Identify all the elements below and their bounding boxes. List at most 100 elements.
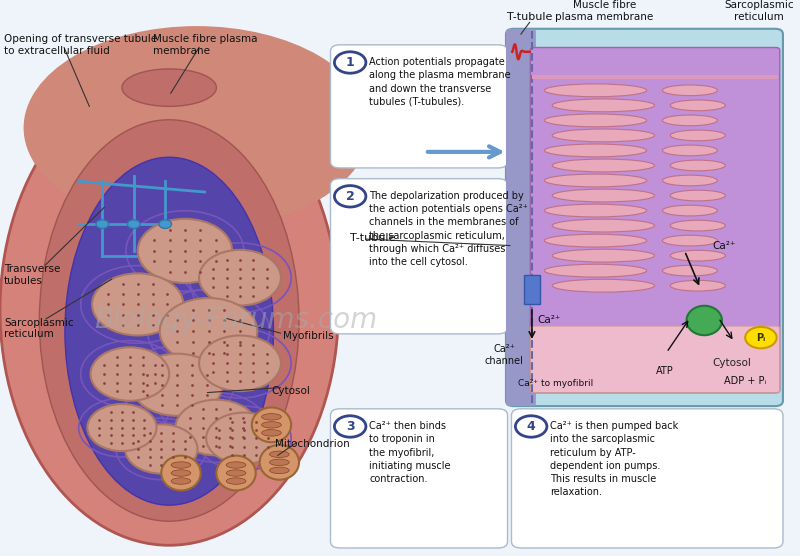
- Text: Biology-Forums.com: Biology-Forums.com: [94, 306, 378, 335]
- Ellipse shape: [552, 219, 654, 232]
- Text: Sarcoplasmic
reticulum: Sarcoplasmic reticulum: [725, 0, 794, 22]
- Ellipse shape: [270, 459, 289, 465]
- Text: 1: 1: [346, 56, 354, 69]
- Circle shape: [131, 354, 222, 416]
- Ellipse shape: [262, 430, 282, 436]
- Circle shape: [334, 416, 366, 437]
- Ellipse shape: [226, 462, 246, 468]
- Ellipse shape: [0, 75, 338, 545]
- Text: Opening of transverse tubule
to extracellular fluid: Opening of transverse tubule to extracel…: [4, 34, 157, 56]
- Text: ATP: ATP: [656, 366, 674, 376]
- Ellipse shape: [552, 129, 654, 142]
- Ellipse shape: [670, 250, 726, 261]
- Ellipse shape: [670, 160, 726, 171]
- Ellipse shape: [670, 190, 726, 201]
- Ellipse shape: [670, 130, 726, 141]
- Ellipse shape: [262, 421, 282, 428]
- Ellipse shape: [662, 235, 718, 246]
- Ellipse shape: [662, 175, 718, 186]
- FancyBboxPatch shape: [530, 326, 780, 393]
- Circle shape: [206, 413, 282, 464]
- Text: Transverse
tubules: Transverse tubules: [4, 264, 60, 286]
- Circle shape: [745, 327, 777, 348]
- Circle shape: [199, 335, 281, 391]
- Ellipse shape: [162, 455, 201, 490]
- Ellipse shape: [216, 455, 256, 490]
- Text: Sarcoplasmic
reticulum: Sarcoplasmic reticulum: [4, 318, 74, 339]
- Ellipse shape: [552, 159, 654, 172]
- Text: 2: 2: [346, 190, 354, 203]
- Ellipse shape: [171, 470, 191, 476]
- Ellipse shape: [544, 204, 646, 217]
- Ellipse shape: [226, 478, 246, 484]
- Circle shape: [334, 186, 366, 207]
- Text: Cytosol: Cytosol: [271, 386, 310, 396]
- Circle shape: [96, 220, 109, 229]
- FancyBboxPatch shape: [330, 178, 507, 334]
- FancyBboxPatch shape: [530, 47, 780, 393]
- Text: Muscle fibre plasma
membrane: Muscle fibre plasma membrane: [154, 34, 258, 56]
- FancyBboxPatch shape: [506, 29, 536, 406]
- Ellipse shape: [122, 69, 216, 106]
- Circle shape: [515, 416, 547, 437]
- Text: Pᵢ: Pᵢ: [756, 332, 766, 342]
- Text: Myofibrils: Myofibrils: [283, 331, 334, 341]
- Ellipse shape: [662, 85, 718, 96]
- Circle shape: [125, 424, 198, 474]
- Text: Ca²⁺ is then pumped back
into the sarcoplasmic
reticulum by ATP-
dependent ion p: Ca²⁺ is then pumped back into the sarcop…: [550, 421, 678, 497]
- Ellipse shape: [171, 462, 191, 468]
- Ellipse shape: [670, 280, 726, 291]
- Circle shape: [92, 274, 183, 335]
- Ellipse shape: [226, 470, 246, 476]
- Circle shape: [138, 219, 232, 283]
- Ellipse shape: [39, 120, 299, 521]
- Ellipse shape: [662, 205, 718, 216]
- FancyBboxPatch shape: [330, 45, 507, 168]
- Bar: [524, 275, 540, 305]
- Text: Cytosol: Cytosol: [712, 358, 751, 368]
- Ellipse shape: [552, 249, 654, 262]
- Circle shape: [127, 220, 140, 229]
- Circle shape: [175, 400, 258, 455]
- Ellipse shape: [252, 408, 291, 442]
- Ellipse shape: [544, 114, 646, 127]
- Ellipse shape: [552, 99, 654, 112]
- FancyBboxPatch shape: [330, 409, 507, 548]
- Ellipse shape: [270, 451, 289, 458]
- Text: Muscle fibre
plasma membrane: Muscle fibre plasma membrane: [555, 0, 654, 22]
- Ellipse shape: [171, 478, 191, 484]
- Text: Ca²⁺
channel: Ca²⁺ channel: [485, 345, 524, 366]
- Text: ADP + Pᵢ: ADP + Pᵢ: [724, 376, 766, 386]
- Text: Ca²⁺ then binds
to troponin in
the myofibril,
initiating muscle
contraction.: Ca²⁺ then binds to troponin in the myofi…: [369, 421, 450, 484]
- Ellipse shape: [670, 220, 726, 231]
- Text: The depolarization produced by
the action potentials opens Ca²⁺
channels in the : The depolarization produced by the actio…: [369, 191, 528, 267]
- Ellipse shape: [552, 279, 654, 292]
- Ellipse shape: [262, 414, 282, 420]
- Circle shape: [160, 298, 258, 364]
- FancyBboxPatch shape: [506, 29, 783, 406]
- Ellipse shape: [65, 157, 274, 505]
- Ellipse shape: [270, 467, 289, 474]
- Circle shape: [87, 404, 157, 451]
- Ellipse shape: [670, 100, 726, 111]
- Text: Ca²⁺ to myofibril: Ca²⁺ to myofibril: [518, 379, 593, 388]
- Text: Ca²⁺: Ca²⁺: [538, 315, 561, 325]
- Ellipse shape: [686, 306, 722, 335]
- Circle shape: [334, 52, 366, 73]
- Text: 3: 3: [346, 420, 354, 433]
- Text: T-tubule: T-tubule: [350, 232, 395, 242]
- Text: Action potentials propagate
along the plasma membrane
and down the transverse
tu: Action potentials propagate along the pl…: [369, 57, 510, 107]
- Ellipse shape: [544, 144, 646, 157]
- Ellipse shape: [544, 174, 646, 187]
- Ellipse shape: [662, 265, 718, 276]
- Ellipse shape: [662, 145, 718, 156]
- Text: 4: 4: [526, 420, 535, 433]
- Ellipse shape: [24, 26, 370, 230]
- Text: Mitochondrion: Mitochondrion: [275, 439, 350, 449]
- Ellipse shape: [544, 264, 646, 277]
- Circle shape: [199, 250, 281, 305]
- Ellipse shape: [544, 84, 646, 97]
- Text: T-tubule: T-tubule: [507, 12, 552, 22]
- Ellipse shape: [544, 234, 646, 247]
- Circle shape: [159, 220, 171, 229]
